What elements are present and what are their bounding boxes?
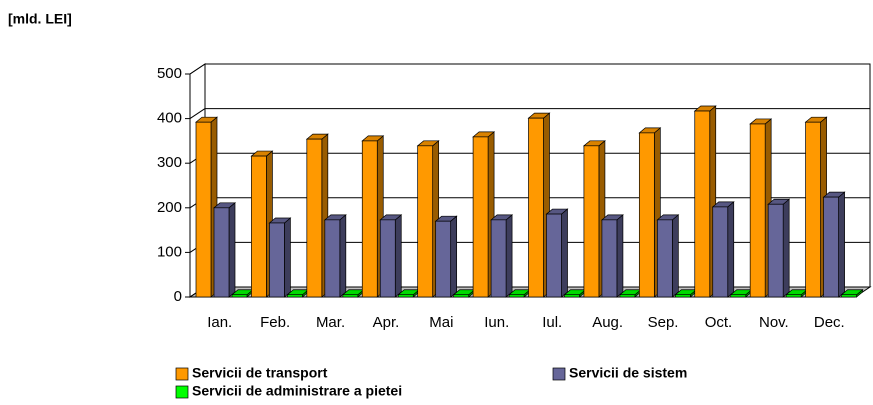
bar (269, 222, 285, 298)
y-tick-label: 100 (157, 243, 182, 260)
y-axis-label: [mld. LEI] (8, 11, 72, 27)
bar (785, 294, 802, 298)
x-tick-label: Feb. (260, 314, 290, 331)
bar (656, 219, 673, 298)
y-tick-label: 0 (174, 288, 182, 305)
y-tick-label: 400 (157, 110, 182, 127)
bar-side (394, 214, 402, 298)
legend-swatch (552, 367, 566, 381)
x-tick-label: Mar. (316, 314, 345, 331)
bar (287, 294, 303, 298)
bar (583, 145, 600, 298)
legend-swatch (175, 385, 189, 399)
bar (417, 145, 434, 298)
y-tick-label: 300 (157, 154, 182, 171)
bar (805, 121, 821, 298)
x-tick-label: Iun. (484, 314, 509, 331)
x-tick-label: Sep. (648, 314, 679, 331)
bar (730, 294, 747, 298)
x-tick-label: Aug. (592, 314, 623, 331)
bar (508, 294, 525, 298)
bar (361, 140, 378, 298)
bar (195, 121, 212, 298)
bar-side (616, 214, 624, 298)
bar (712, 206, 729, 298)
bar-side (838, 191, 845, 298)
bar (472, 136, 489, 298)
bar (638, 132, 655, 298)
x-tick-label: Dec. (814, 314, 845, 331)
bar-side (782, 198, 790, 298)
bar (749, 123, 766, 298)
bar (528, 117, 544, 298)
bar (823, 196, 839, 298)
bar (342, 294, 359, 298)
x-tick-label: Mai (429, 314, 453, 331)
bar-side (450, 215, 458, 298)
y-tick-label: 500 (157, 65, 182, 82)
x-tick-label: Nov. (759, 314, 789, 331)
grid-line-side (189, 63, 206, 75)
bar (435, 220, 452, 298)
bar (379, 219, 396, 298)
bar (490, 219, 507, 298)
legend-swatch (175, 367, 189, 381)
y-tick-label: 200 (157, 199, 182, 216)
bar-side (339, 214, 347, 298)
bar-side (671, 214, 679, 298)
bar-side (561, 208, 568, 298)
bar (674, 294, 691, 298)
bar (453, 294, 470, 298)
legend-label: Servicii de transport (192, 365, 328, 381)
bar (324, 219, 341, 298)
x-tick-label: Oct. (705, 314, 733, 331)
bar (564, 294, 580, 298)
grid-line-side (189, 108, 206, 120)
bar (767, 203, 784, 298)
x-tick-label: Ian. (207, 314, 232, 331)
x-tick-label: Iul. (542, 314, 562, 331)
bar-side (727, 201, 735, 298)
x-tick-label: Apr. (373, 314, 400, 331)
bar (619, 294, 636, 298)
bar (601, 219, 618, 298)
bar (251, 155, 267, 298)
bar (306, 138, 323, 298)
legend-label: Servicii de sistem (569, 365, 687, 381)
bar (841, 294, 857, 298)
bar (694, 110, 711, 298)
bar (397, 294, 414, 298)
bar (546, 213, 562, 298)
legend-label: Servicii de administrare a pietei (192, 383, 402, 399)
bar-side (505, 214, 513, 298)
bar-side (284, 217, 291, 298)
bar (213, 207, 230, 298)
bar-side (228, 202, 236, 298)
bar (231, 294, 248, 298)
